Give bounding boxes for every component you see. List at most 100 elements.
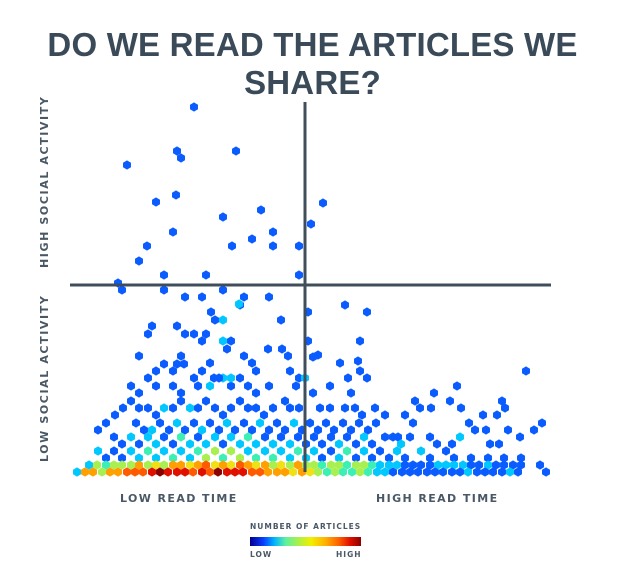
hexbin-cell	[326, 403, 334, 413]
hexbin-cell	[459, 460, 467, 470]
hexbin-cell	[406, 432, 414, 442]
hexbin-cell	[530, 425, 538, 435]
hexbin-cell	[227, 336, 235, 346]
hexbin-cell	[450, 460, 458, 470]
hexbin-cell	[356, 336, 364, 346]
hexbin-cell	[354, 356, 362, 366]
hexbin-cell	[339, 467, 347, 477]
hexbin-cell	[211, 446, 219, 456]
hexbin-cell	[431, 467, 439, 477]
hexbin-cell	[248, 234, 256, 244]
hexbin-cell	[265, 381, 273, 391]
hexbin-cell	[248, 467, 256, 477]
hexbin-cell	[198, 366, 206, 376]
hexbin-cell	[189, 467, 197, 477]
hexbin-cell	[236, 453, 244, 463]
hexbin-cell	[206, 418, 214, 428]
hexbin-cell	[102, 460, 110, 470]
hexbin-cell	[173, 467, 181, 477]
hexbin-cell	[248, 358, 256, 368]
hexbin-cell	[489, 467, 497, 477]
hexbin-cell	[244, 381, 252, 391]
hexbin-cell	[286, 453, 294, 463]
hexbin-cell	[467, 453, 475, 463]
hexbin-cell	[219, 315, 227, 325]
hexbin-cell	[214, 467, 222, 477]
hexbin-cell	[244, 460, 252, 470]
hexbin-cell	[269, 460, 277, 470]
hexbin-cell	[492, 460, 500, 470]
hexbin-cell	[385, 453, 393, 463]
hexbin-cell	[194, 446, 202, 456]
hexbin-cell	[244, 432, 252, 442]
hexbin-cell	[202, 396, 210, 406]
hexbin-cell	[281, 425, 289, 435]
hexbin-cell	[232, 146, 240, 156]
hexbin-cell	[227, 373, 235, 383]
hexbin-cell	[127, 460, 135, 470]
hexbin-cell	[190, 373, 198, 383]
hexbin-cell	[260, 410, 268, 420]
hexbin-cell	[426, 453, 434, 463]
hexbin-cell	[269, 403, 277, 413]
hexbin-cell	[111, 410, 119, 420]
hexbin-cell	[352, 460, 360, 470]
hexbin-cell	[160, 285, 168, 295]
hexbin-cell	[284, 351, 292, 361]
hexbin-cell	[219, 285, 227, 295]
hexbin-cell	[290, 418, 298, 428]
hexbin-cell	[411, 396, 419, 406]
hexbin-cell	[356, 467, 364, 477]
hexbin-cell	[119, 403, 127, 413]
hexbin-cell	[314, 425, 322, 435]
hexbin-cell	[314, 467, 322, 477]
hexbin-cell	[294, 446, 302, 456]
hexbin-cell	[211, 315, 219, 325]
hexbin-cell	[148, 321, 156, 331]
hexbin-cell	[118, 439, 126, 449]
hexbin-cell	[273, 467, 281, 477]
hexbin-cell	[295, 403, 303, 413]
hexbin-cell	[181, 467, 189, 477]
hexbin-cell	[517, 460, 525, 470]
hexbin-cell	[144, 460, 152, 470]
hexbin-cell	[330, 425, 338, 435]
hexbin-cell	[339, 418, 347, 428]
hexbin-cell	[202, 453, 210, 463]
hexbin-cell	[239, 467, 247, 477]
hexbin-cell	[264, 344, 272, 354]
hexbin-cell	[327, 432, 335, 442]
x-axis-label-low: LOW READ TIME	[120, 492, 238, 505]
hexbin-cell	[464, 467, 472, 477]
hexbin-cell	[152, 453, 160, 463]
hexbin-cell	[294, 432, 302, 442]
hexbin-cell	[322, 418, 330, 428]
hexbin-cell	[442, 460, 450, 470]
hexbin-cell	[110, 432, 118, 442]
hexbin-cell	[240, 351, 248, 361]
hexbin-cell	[343, 460, 351, 470]
hexbin-cell	[219, 460, 227, 470]
hexbin-cell	[177, 351, 185, 361]
hexbin-cell	[467, 460, 475, 470]
hexbin-cell	[286, 366, 294, 376]
hexbin-cell	[186, 460, 194, 470]
hexbin-cell	[277, 446, 285, 456]
hexbin-cell	[347, 388, 355, 398]
hexbin-cell	[335, 460, 343, 470]
hexbin-cell	[202, 439, 210, 449]
hexbin-cell	[215, 425, 223, 435]
hexbin-cell	[358, 410, 366, 420]
hexbin-cell	[114, 467, 122, 477]
hexbin-cell	[327, 446, 335, 456]
hexbin-cell	[177, 396, 185, 406]
hexbin-cell	[269, 241, 277, 251]
hexbin-cell	[219, 410, 227, 420]
hexbin-cell	[244, 403, 252, 413]
hexbin-cell	[177, 446, 185, 456]
hexbin-cell	[498, 396, 506, 406]
hexbin-cell	[446, 396, 454, 406]
hexbin-cell	[172, 190, 180, 200]
hexbin-cell	[289, 467, 297, 477]
hexbin-cell	[351, 403, 359, 413]
